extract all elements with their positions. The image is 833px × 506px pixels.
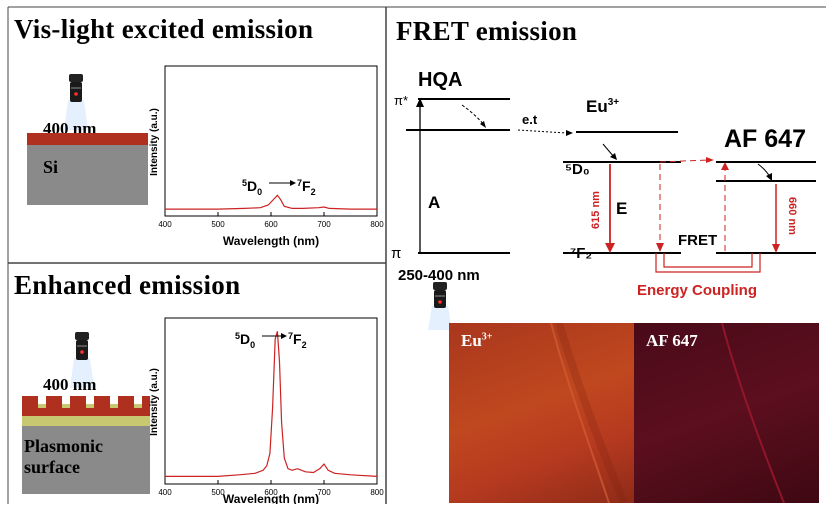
x-tick-label: 400 xyxy=(158,488,172,497)
ann-f: 2 xyxy=(302,340,307,350)
plasmonic-label-1: Plasmonic xyxy=(24,436,103,456)
fret-emission-title: FRET emission xyxy=(396,16,578,46)
x-ticks: 400 500 600 700 800 xyxy=(158,480,384,497)
ann-a: 5 xyxy=(235,331,240,341)
plasmonic-label-2: surface xyxy=(24,457,80,477)
series-line xyxy=(165,331,378,477)
energy-coupling-label: Energy Coupling xyxy=(637,282,757,299)
x-tick-label: 800 xyxy=(370,488,384,497)
pi-star-label: π* xyxy=(394,93,408,108)
si-substrate xyxy=(27,145,148,205)
hqa-label: HQA xyxy=(418,69,462,91)
flashlight-icon xyxy=(64,74,88,130)
y-axis-label: Intensity (a.u.) xyxy=(149,108,160,176)
x-tick-label: 500 xyxy=(211,488,225,497)
eu-relax-arrow xyxy=(602,143,615,158)
x-axis-label: Wavelength (nm) xyxy=(223,492,319,504)
ann-b: D xyxy=(240,331,250,347)
ann-d: 7 xyxy=(288,331,293,341)
ann-c: 0 xyxy=(250,340,255,350)
series-line xyxy=(165,194,377,210)
x-tick-label: 500 xyxy=(211,220,225,229)
ann-b: D xyxy=(247,178,257,194)
enhanced-emission-title: Enhanced emission xyxy=(14,270,241,300)
eu-photo-label: Eu3+ xyxy=(461,331,493,350)
svg-text:7F2: 7F2 xyxy=(288,331,307,350)
plot-frame xyxy=(164,65,378,217)
energy-transfer-arrow xyxy=(517,129,569,134)
x-tick-label: 700 xyxy=(317,488,331,497)
flashlight-icon xyxy=(428,282,452,330)
emission-label: E xyxy=(616,199,627,218)
x-tick-label: 700 xyxy=(317,220,331,229)
eu-fluorescence-image: Eu3+ xyxy=(449,323,634,503)
x-tick-label: 400 xyxy=(158,220,172,229)
ann-a: 5 xyxy=(242,178,247,188)
eu-5d0-label: ⁵D₀ xyxy=(565,161,590,178)
coupling-bracket-outer xyxy=(655,253,761,273)
fret-energy-diagram: HQA π* π A e.t Eu3+ ⁵D₀ ⁷F₂ 615 nm E FRE… xyxy=(391,69,816,299)
transition-annotation: 5D0 7F2 xyxy=(235,331,307,350)
eu-label: Eu3+ xyxy=(586,97,619,116)
x-tick-label: 800 xyxy=(370,220,384,229)
af647-fluorescence-image: AF 647 xyxy=(634,323,819,503)
af647-photo-label: AF 647 xyxy=(646,331,698,350)
si-label: Si xyxy=(43,157,59,177)
y-axis-label: Intensity (a.u.) xyxy=(149,368,160,436)
pi-label: π xyxy=(391,245,401,262)
plot-frame xyxy=(164,317,378,485)
excitation-label-bottom: 400 nm xyxy=(43,375,97,394)
ann-d: 7 xyxy=(297,178,302,188)
eu-sup: 3+ xyxy=(608,97,620,108)
x-tick-label: 600 xyxy=(264,220,278,229)
x-axis-label: Wavelength (nm) xyxy=(223,234,319,248)
ann-e: F xyxy=(302,178,311,194)
excitation-range-label: 250-400 nm xyxy=(398,267,480,284)
x-tick-label: 600 xyxy=(264,488,278,497)
svg-text:7F2: 7F2 xyxy=(297,178,316,197)
spectrum-chart-top: 400 500 600 700 800 Intensity (a.u.) Wavelen… xyxy=(149,65,384,248)
svg-text:5D0: 5D0 xyxy=(235,331,255,350)
fret-transfer-arrow xyxy=(659,159,709,163)
spectrum-chart-bottom: 400 500 600 700 800 Intensity (a.u.) Wavelen… xyxy=(149,317,384,504)
svg-text:5D0: 5D0 xyxy=(242,178,262,197)
relaxation-arrow-hqa xyxy=(461,104,485,126)
eu-7f2-label: ⁷F₂ xyxy=(570,245,592,262)
x-ticks: 400 500 600 700 800 xyxy=(158,212,384,229)
ann-f: 2 xyxy=(311,187,316,197)
absorption-label: A xyxy=(428,193,440,212)
energy-transfer-label: e.t xyxy=(522,112,538,127)
af-label: AF 647 xyxy=(724,125,806,153)
af-660-label: 660 nm xyxy=(786,197,798,235)
ann-e: F xyxy=(293,331,302,347)
plasmonic-structure xyxy=(22,396,150,494)
eu-615-label: 615 nm xyxy=(590,191,602,229)
transition-annotation: 5D0 7F2 xyxy=(242,178,316,197)
coupling-bracket-inner xyxy=(663,253,753,268)
vis-light-title: Vis-light excited emission xyxy=(14,14,314,44)
si-red-layer xyxy=(27,133,148,145)
ann-c: 0 xyxy=(257,187,262,197)
flashlight-icon xyxy=(70,332,94,388)
eu-text: Eu xyxy=(586,97,608,116)
fret-label: FRET xyxy=(678,232,717,249)
